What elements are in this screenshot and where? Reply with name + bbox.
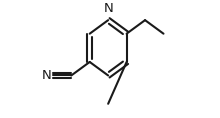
Text: N: N [42, 69, 51, 82]
Text: N: N [103, 2, 113, 15]
